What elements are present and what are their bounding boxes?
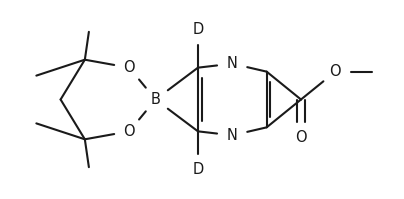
Text: O: O — [330, 64, 341, 79]
Text: O: O — [124, 124, 135, 139]
Text: O: O — [295, 130, 307, 145]
Text: O: O — [124, 60, 135, 75]
Text: D: D — [192, 22, 204, 37]
Text: B: B — [151, 92, 160, 107]
Text: N: N — [227, 56, 238, 71]
Text: D: D — [192, 162, 204, 177]
Text: N: N — [227, 128, 238, 143]
